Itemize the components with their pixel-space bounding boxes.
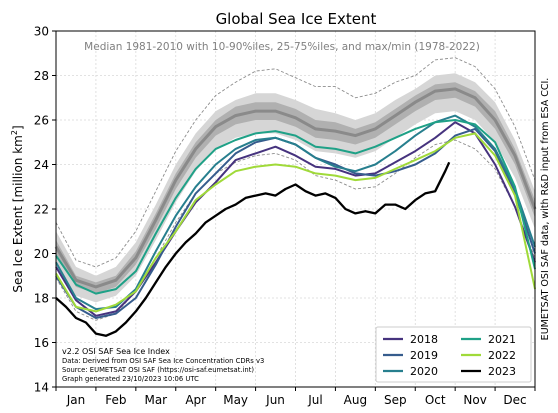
legend-label-2019: 2019 xyxy=(410,349,438,362)
footnote-line: Source: EUMETSAT OSI SAF (https://osi-sa… xyxy=(62,366,254,374)
footnote-line: v2.2 OSI SAF Sea Ice Index xyxy=(62,347,170,356)
legend-label-2021: 2021 xyxy=(488,333,516,346)
legend-label-2020: 2020 xyxy=(410,365,438,378)
legend-label-2023: 2023 xyxy=(488,365,516,378)
y-tick-label: 22 xyxy=(34,203,49,217)
median-line xyxy=(54,87,537,289)
series-lines xyxy=(55,114,536,337)
x-tick-label: Sep xyxy=(384,393,407,407)
x-tick-label: Apr xyxy=(185,393,206,407)
x-tick-label: Aug xyxy=(344,393,367,407)
series-line-2020 xyxy=(55,114,536,311)
y-tick-label: 26 xyxy=(34,114,49,128)
x-axis: Jan Feb Mar Apr May Jun Jul Aug Sep Oct Nov Dec xyxy=(55,387,536,407)
legend-box xyxy=(375,326,532,383)
y-tick-label: 28 xyxy=(34,69,49,83)
y-tick-label: 14 xyxy=(34,381,49,395)
x-tick-label: Feb xyxy=(105,393,126,407)
x-tick-label: Jun xyxy=(265,393,285,407)
x-tick-label: Dec xyxy=(503,393,526,407)
footnote-line: Data: Derived from OSI SAF Sea Ice Conce… xyxy=(62,357,264,365)
legend-label-2018: 2018 xyxy=(410,333,438,346)
legend-label-2022: 2022 xyxy=(488,349,516,362)
x-tick-label: Jul xyxy=(307,393,322,407)
y-tick-label: 30 xyxy=(34,25,49,39)
band-25-75 xyxy=(56,82,535,294)
footnote: v2.2 OSI SAF Sea Ice Index Data: Derived… xyxy=(62,347,264,383)
y-axis-label: Sea Ice Extent [million km2] xyxy=(10,125,25,292)
chart-subtitle: Median 1981-2010 with 10-90%iles, 25-75%… xyxy=(84,41,480,53)
max-line xyxy=(55,57,536,268)
x-tick-label: Nov xyxy=(463,393,486,407)
right-credit-note: EUMETSAT OSI SAF data, with R&D input fr… xyxy=(540,78,551,341)
series-line-2023 xyxy=(55,161,451,337)
x-tick-label: Mar xyxy=(144,393,167,407)
legend: 2018 2019 2020 2021 2022 2023 xyxy=(375,326,532,383)
x-tick-label: Jan xyxy=(66,393,86,407)
y-tick-label: 16 xyxy=(34,336,49,350)
chart-title: Global Sea Ice Extent xyxy=(216,10,377,28)
series-line-2022 xyxy=(55,132,536,313)
y-tick-label: 24 xyxy=(34,158,49,172)
x-tick-label: Oct xyxy=(425,393,446,407)
series-line-2021 xyxy=(55,119,536,295)
x-tick-label: May xyxy=(223,393,248,407)
footnote-line: Graph generated 23/10/2023 10:06 UTC xyxy=(62,375,199,383)
y-tick-label: 18 xyxy=(34,292,49,306)
y-axis: 14 16 18 20 22 24 26 28 30 xyxy=(34,25,56,395)
y-tick-label: 20 xyxy=(34,247,49,261)
